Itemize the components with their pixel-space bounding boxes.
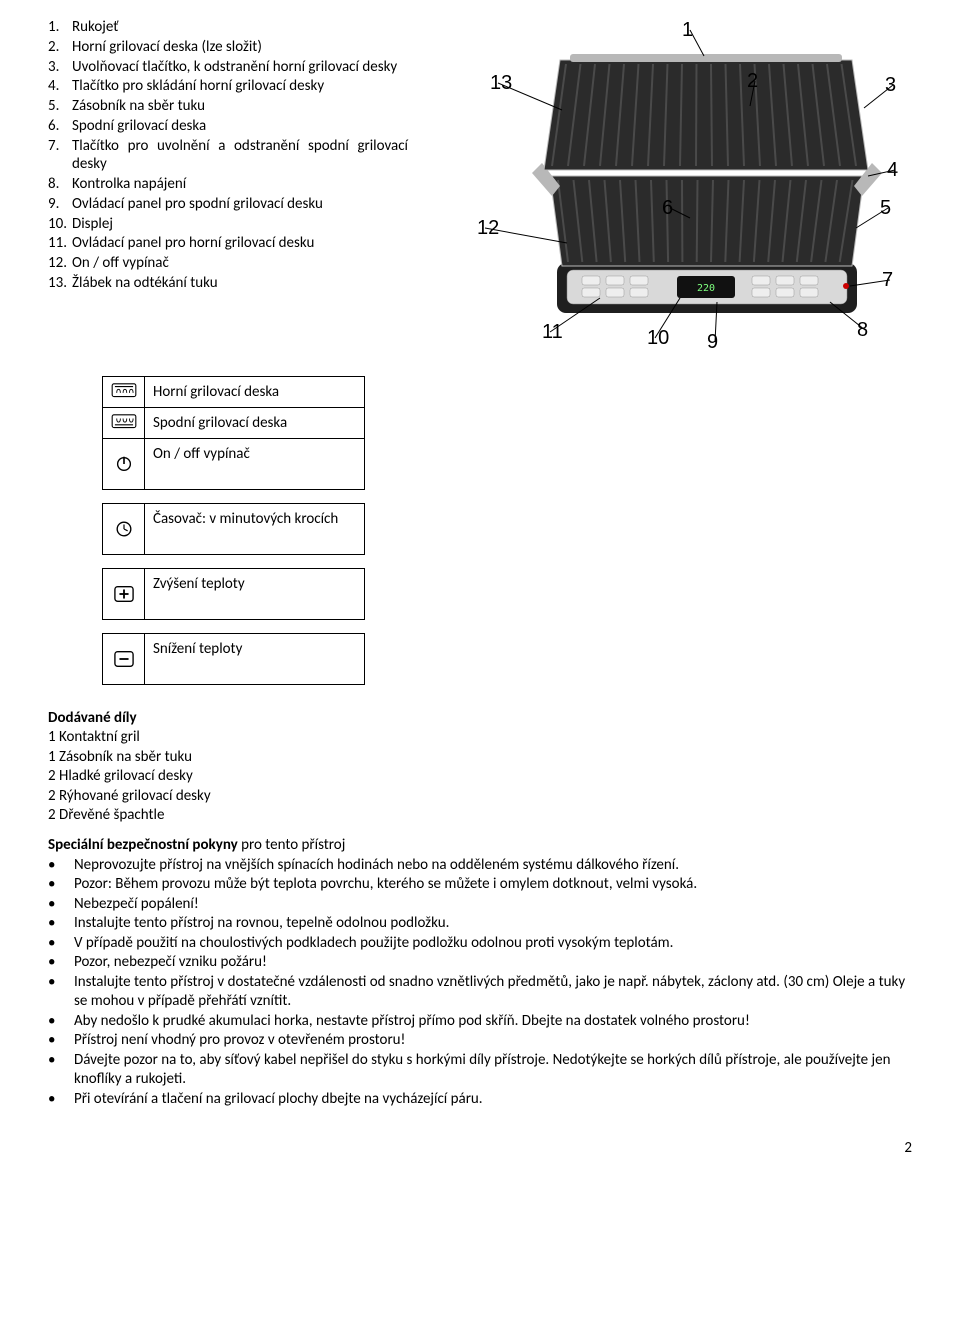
supplied-item: 2 Rýhované grilovací desky [48, 787, 912, 807]
safety-item: Pozor, nebezpečí vzniku požáru! [48, 953, 912, 973]
icon-label: Časovač: v minutových krocích [145, 504, 365, 555]
icon-label: On / off vypínač [145, 439, 365, 490]
svg-text:4: 4 [887, 159, 898, 181]
svg-text:5: 5 [880, 197, 891, 219]
supplied-item: 1 Zásobník na sběr tuku [48, 748, 912, 768]
clock-icon [103, 504, 145, 555]
minus-icon [103, 634, 145, 685]
part-item: Rukojeť [48, 18, 408, 37]
top-section: RukojeťHorní grilovací deska (lze složit… [48, 18, 912, 348]
part-item: Kontrolka napájení [48, 175, 408, 194]
page-number: 2 [48, 1119, 912, 1157]
part-item: Tlačítko pro uvolnění a odstranění spodn… [48, 137, 408, 175]
part-item: Spodní grilovací deska [48, 117, 408, 136]
icon-row: Časovač: v minutových krocích [103, 504, 365, 555]
safety-section: Speciální bezpečnostní pokyny pro tento … [48, 836, 912, 1110]
icon-row: On / off vypínač [103, 439, 365, 490]
icon-table-body: Horní grilovací deskaSpodní grilovací de… [103, 377, 365, 685]
part-item: Uvolňovací tlačítko, k odstranění horní … [48, 58, 408, 77]
heat-top-icon [103, 377, 145, 408]
part-item: Tlačítko pro skládání horní grilovací de… [48, 77, 408, 96]
svg-text:12: 12 [477, 217, 499, 239]
part-item: Ovládací panel pro horní grilovací desku [48, 234, 408, 253]
icon-label: Horní grilovací deska [145, 377, 365, 408]
svg-text:1: 1 [682, 19, 693, 41]
part-item: Ovládací panel pro spodní grilovací desk… [48, 195, 408, 214]
svg-text:2: 2 [747, 70, 758, 92]
safety-item: Pozor: Během provozu může být teplota po… [48, 875, 912, 895]
supplied-item: 1 Kontaktní gril [48, 728, 912, 748]
safety-title: Speciální bezpečnostní pokyny pro tento … [48, 836, 912, 854]
power-icon [103, 439, 145, 490]
svg-text:3: 3 [885, 74, 896, 96]
icon-label: Snížení teploty [145, 634, 365, 685]
part-item: Horní grilovací deska (lze složit) [48, 38, 408, 57]
safety-item: Aby nedošlo k prudké akumulaci horka, ne… [48, 1012, 912, 1032]
svg-text:11: 11 [542, 321, 563, 343]
part-item: Žlábek na odtékání tuku [48, 274, 408, 293]
svg-text:10: 10 [647, 327, 669, 348]
safety-item: Dávejte pozor na to, aby síťový kabel ne… [48, 1051, 912, 1090]
safety-list: Neprovozujte přístroj na vnějších spínac… [48, 856, 912, 1110]
svg-text:6: 6 [662, 197, 673, 219]
supplied-list: 1 Kontaktní gril1 Zásobník na sběr tuku2… [48, 728, 912, 826]
icon-row: Spodní grilovací deska [103, 408, 365, 439]
safety-item: V případě použití na choulostivých podkl… [48, 934, 912, 954]
icon-label: Spodní grilovací deska [145, 408, 365, 439]
icon-row: Zvýšení teploty [103, 569, 365, 620]
icon-row: Snížení teploty [103, 634, 365, 685]
plus-icon [103, 569, 145, 620]
parts-list: RukojeťHorní grilovací deska (lze složit… [48, 18, 418, 294]
supplied-item: 2 Hladké grilovací desky [48, 767, 912, 787]
safety-item: Neprovozujte přístroj na vnějších spínac… [48, 856, 912, 876]
svg-text:8: 8 [857, 319, 868, 341]
safety-item: Při otevírání a tlačení na grilovací plo… [48, 1090, 912, 1110]
part-item: On / off vypínač [48, 254, 408, 273]
safety-item: Instalujte tento přístroj v dostatečné v… [48, 973, 912, 1012]
supplied-parts-section: Dodávané díly 1 Kontaktní gril1 Zásobník… [48, 709, 912, 826]
icon-label: Zvýšení teploty [145, 569, 365, 620]
svg-text:9: 9 [707, 331, 718, 348]
svg-text:13: 13 [490, 72, 512, 94]
icon-row: Horní grilovací deska [103, 377, 365, 408]
supplied-item: 2 Dřevěné špachtle [48, 806, 912, 826]
svg-text:7: 7 [882, 269, 893, 291]
part-item: Zásobník na sběr tuku [48, 97, 408, 116]
parts-ol: RukojeťHorní grilovací deska (lze složit… [48, 18, 408, 293]
heat-bottom-icon [103, 408, 145, 439]
svg-text:220: 220 [697, 283, 715, 294]
safety-item: Přístroj není vhodný pro provoz v otevře… [48, 1031, 912, 1051]
safety-item: Instalujte tento přístroj na rovnou, tep… [48, 914, 912, 934]
safety-item: Nebezpečí popálení! [48, 895, 912, 915]
supplied-title: Dodávané díly [48, 709, 912, 727]
product-diagram: 22012345678910111213 [432, 18, 912, 348]
part-item: Displej [48, 215, 408, 234]
icon-legend-table: Horní grilovací deskaSpodní grilovací de… [102, 376, 365, 685]
safety-title-rest: pro tento přístroj [238, 836, 346, 854]
safety-title-bold: Speciální bezpečnostní pokyny [48, 836, 238, 854]
